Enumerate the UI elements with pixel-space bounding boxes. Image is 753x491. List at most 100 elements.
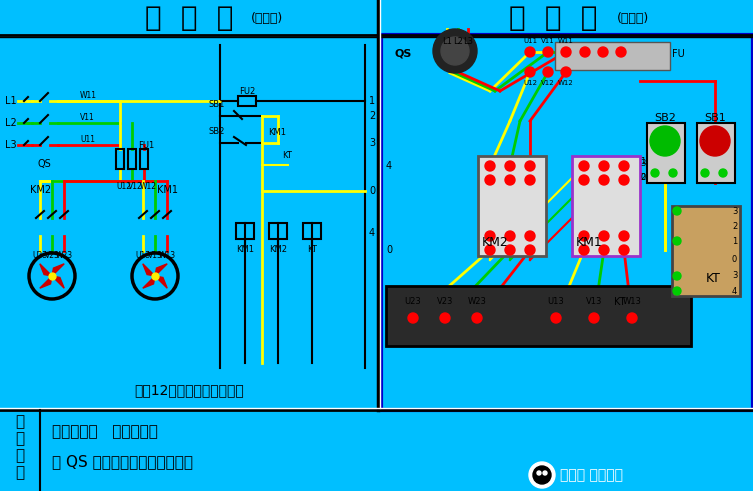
Circle shape [719,169,727,177]
Circle shape [533,466,551,484]
Polygon shape [40,264,52,276]
Text: 2: 2 [640,172,645,182]
Text: 1: 1 [732,237,737,246]
Circle shape [485,175,495,185]
Bar [236,223,254,239]
Text: 4: 4 [369,228,375,238]
Circle shape [440,313,450,323]
Circle shape [619,245,629,255]
Circle shape [599,175,609,185]
Text: FU: FU [672,49,684,59]
Circle shape [505,161,515,171]
Text: (提示区): (提示区) [251,12,283,25]
Circle shape [529,462,555,488]
Circle shape [580,47,590,57]
Circle shape [650,126,680,156]
Text: KT: KT [706,273,721,285]
Text: U23: U23 [404,298,422,306]
Circle shape [485,245,495,255]
Circle shape [673,287,681,295]
Text: V13: V13 [586,298,602,306]
Text: KM2: KM2 [269,245,287,254]
Text: V13: V13 [148,251,163,260]
Circle shape [579,175,589,185]
Text: V12: V12 [541,80,555,86]
Text: KM1: KM1 [157,185,178,195]
Bar [555,42,670,70]
Circle shape [651,169,659,177]
Bar [647,123,685,183]
Circle shape [408,313,418,323]
Text: KM1: KM1 [576,236,602,249]
Text: W23: W23 [56,251,72,260]
Text: U13: U13 [547,298,565,306]
Text: 原  理  图: 原 理 图 [145,3,233,31]
Circle shape [627,313,637,323]
Circle shape [561,47,571,57]
Text: 0: 0 [386,245,392,255]
Bar [303,223,321,239]
Text: 操: 操 [16,414,25,430]
Text: 0: 0 [640,172,645,182]
Circle shape [599,161,609,171]
Circle shape [525,175,535,185]
Circle shape [525,245,535,255]
Text: SB2: SB2 [209,127,225,136]
Text: KM2: KM2 [30,185,51,195]
Circle shape [701,169,709,177]
Circle shape [598,47,608,57]
Text: KT: KT [307,245,317,254]
Text: U23: U23 [32,251,47,260]
Text: 1: 1 [640,157,645,165]
Circle shape [579,245,589,255]
Bar [672,206,740,296]
Text: V12: V12 [128,182,143,191]
Text: KT: KT [282,151,292,160]
Bar [478,156,546,256]
Polygon shape [52,276,64,288]
Text: L1: L1 [5,96,17,106]
Bar [238,96,256,106]
Text: L2: L2 [453,36,463,46]
Polygon shape [52,264,64,276]
Bar [140,149,148,169]
Bar [128,149,136,169]
Text: QS: QS [395,48,412,58]
Circle shape [433,29,477,73]
Text: 试验12：自动顺序起动控制: 试验12：自动顺序起动控制 [134,383,244,397]
Text: U11: U11 [523,38,537,44]
Circle shape [543,47,553,57]
Text: SB2: SB2 [654,113,676,123]
Circle shape [619,161,629,171]
Polygon shape [143,276,155,288]
Text: 示: 示 [16,465,25,481]
Text: 3: 3 [640,159,645,167]
Text: 3: 3 [732,207,737,216]
Circle shape [599,231,609,241]
Circle shape [589,313,599,323]
Text: KM2: KM2 [482,236,509,249]
Text: (操作区): (操作区) [617,12,650,25]
Bar [381,35,753,410]
Text: 1: 1 [369,96,375,106]
Text: 0: 0 [369,186,375,196]
Circle shape [525,67,535,77]
Polygon shape [40,276,52,288]
Text: U13: U13 [136,251,151,260]
Text: 4: 4 [386,161,392,171]
Text: W12: W12 [558,80,574,86]
Circle shape [673,272,681,280]
Text: W23: W23 [468,298,486,306]
Polygon shape [155,276,167,288]
Text: 企鹅号 我是小豆: 企鹅号 我是小豆 [560,468,623,482]
Text: U12: U12 [523,80,537,86]
Circle shape [669,169,677,177]
Circle shape [579,161,589,171]
Text: 2: 2 [369,111,375,121]
Circle shape [561,67,571,77]
Circle shape [537,471,541,475]
Circle shape [616,47,626,57]
Text: 3: 3 [732,272,737,280]
Text: QS: QS [37,159,51,169]
Circle shape [700,126,730,156]
